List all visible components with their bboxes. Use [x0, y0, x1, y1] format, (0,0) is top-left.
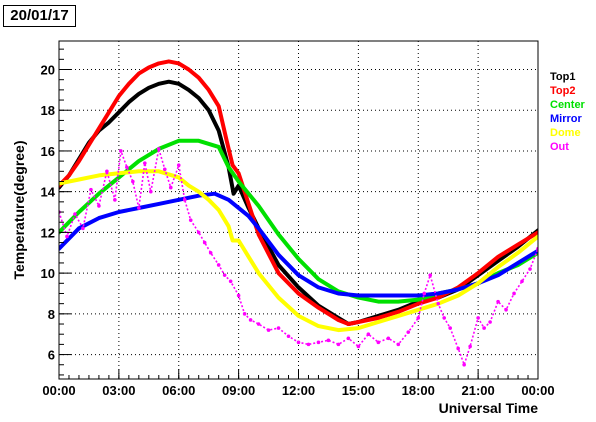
data-point-out [442, 316, 446, 320]
data-point-out [396, 342, 401, 347]
data-point-out [119, 149, 123, 153]
axis-ticks [58, 48, 539, 379]
data-point-out [143, 161, 147, 165]
data-point-out [468, 344, 472, 349]
data-point-out [528, 267, 532, 271]
data-point-out [366, 332, 371, 337]
data-point-out [428, 273, 433, 277]
data-point-out [520, 279, 524, 284]
data-point-out [65, 234, 69, 239]
data-point-out [216, 263, 221, 267]
data-point-out [386, 336, 391, 341]
data-point-out [97, 204, 101, 208]
x-tick-label: 06:00 [162, 383, 195, 398]
y-axis-title: Temperature(degree) [11, 140, 27, 279]
data-point-out [196, 230, 201, 235]
data-point-out [248, 318, 253, 322]
x-tick-label: 09:00 [222, 383, 255, 398]
data-point-out [488, 320, 492, 324]
x-tick-label: 00:00 [521, 383, 554, 398]
data-point-out [316, 340, 321, 345]
data-point-out [306, 342, 311, 347]
data-point-out [482, 326, 486, 330]
data-point-out [436, 301, 441, 306]
data-point-out [296, 340, 301, 345]
data-point-out [496, 299, 500, 304]
data-point-out [512, 291, 516, 296]
data-point-out [168, 185, 173, 190]
data-point-out [462, 362, 466, 367]
data-point-out [202, 240, 207, 245]
x-tick-label: 00:00 [42, 383, 75, 398]
data-point-out [81, 226, 85, 231]
data-point-out [266, 328, 271, 332]
legend-entry-top1: Top1 [550, 71, 575, 83]
y-tick-label: 10 [41, 266, 55, 281]
data-point-out [89, 187, 93, 192]
legend-entry-mirror: Mirror [550, 113, 583, 125]
data-point-out [406, 330, 411, 334]
x-tick-label: 03:00 [102, 383, 135, 398]
data-point-out [448, 326, 452, 330]
data-point-out [336, 342, 341, 347]
data-point-out [125, 165, 129, 170]
data-point-out [188, 218, 193, 222]
data-point-out [222, 273, 227, 277]
series-line-top2 [59, 59, 538, 326]
y-tick-label: 8 [48, 307, 55, 322]
x-tick-label: 15:00 [342, 383, 375, 398]
data-point-out [162, 167, 167, 172]
x-tick-labels: 00:00 03:00 06:00 09:00 12:00 15:00 18:00 21:00… [42, 383, 554, 398]
legend-entry-out: Out [550, 141, 569, 153]
y-tick-label: 16 [41, 144, 55, 159]
x-tick-label: 18:00 [402, 383, 435, 398]
data-point-out [156, 147, 161, 151]
x-tick-label: 21:00 [462, 383, 495, 398]
data-point-out [137, 206, 141, 210]
data-point-out [182, 198, 187, 202]
y-tick-labels: 6 8 10 12 14 16 18 20 [41, 63, 56, 363]
data-point-out [113, 198, 117, 202]
data-point-out [346, 336, 351, 341]
data-point-out [176, 163, 181, 168]
data-point-out [256, 322, 261, 326]
data-point-out [416, 316, 421, 320]
series-line-dome [59, 169, 538, 333]
data-point-out [276, 326, 281, 330]
data-point-out [208, 250, 213, 255]
data-point-out [476, 316, 480, 320]
data-point-out [242, 312, 247, 316]
data-point-out [326, 338, 331, 343]
data-point-out [149, 189, 153, 194]
data-point-out [456, 346, 460, 351]
data-point-out [422, 291, 427, 296]
legend-entry-center: Center [550, 99, 586, 111]
data-point-out [105, 169, 109, 174]
y-tick-label: 20 [41, 63, 55, 78]
y-tick-label: 18 [41, 103, 55, 118]
data-point-out [73, 212, 77, 216]
data-point-out [236, 293, 241, 298]
y-tick-label: 14 [41, 185, 56, 200]
data-point-out [356, 344, 361, 349]
series-line-mirror [59, 191, 538, 298]
date-label: 20/01/17 [3, 5, 76, 27]
data-series [59, 59, 538, 367]
x-axis-title: Universal Time [439, 400, 539, 416]
x-tick-label: 12:00 [282, 383, 315, 398]
data-point-out [131, 179, 135, 184]
y-tick-label: 12 [41, 225, 55, 240]
y-tick-label: 6 [48, 348, 55, 363]
data-point-out [504, 307, 508, 312]
legend-entry-dome: Dome [550, 127, 581, 139]
data-point-out [376, 340, 381, 345]
data-point-out [286, 334, 291, 339]
legend: Top1 Top2 Center Mirror Dome Out [550, 71, 586, 153]
data-point-out [228, 279, 233, 284]
legend-entry-top2: Top2 [550, 85, 575, 97]
